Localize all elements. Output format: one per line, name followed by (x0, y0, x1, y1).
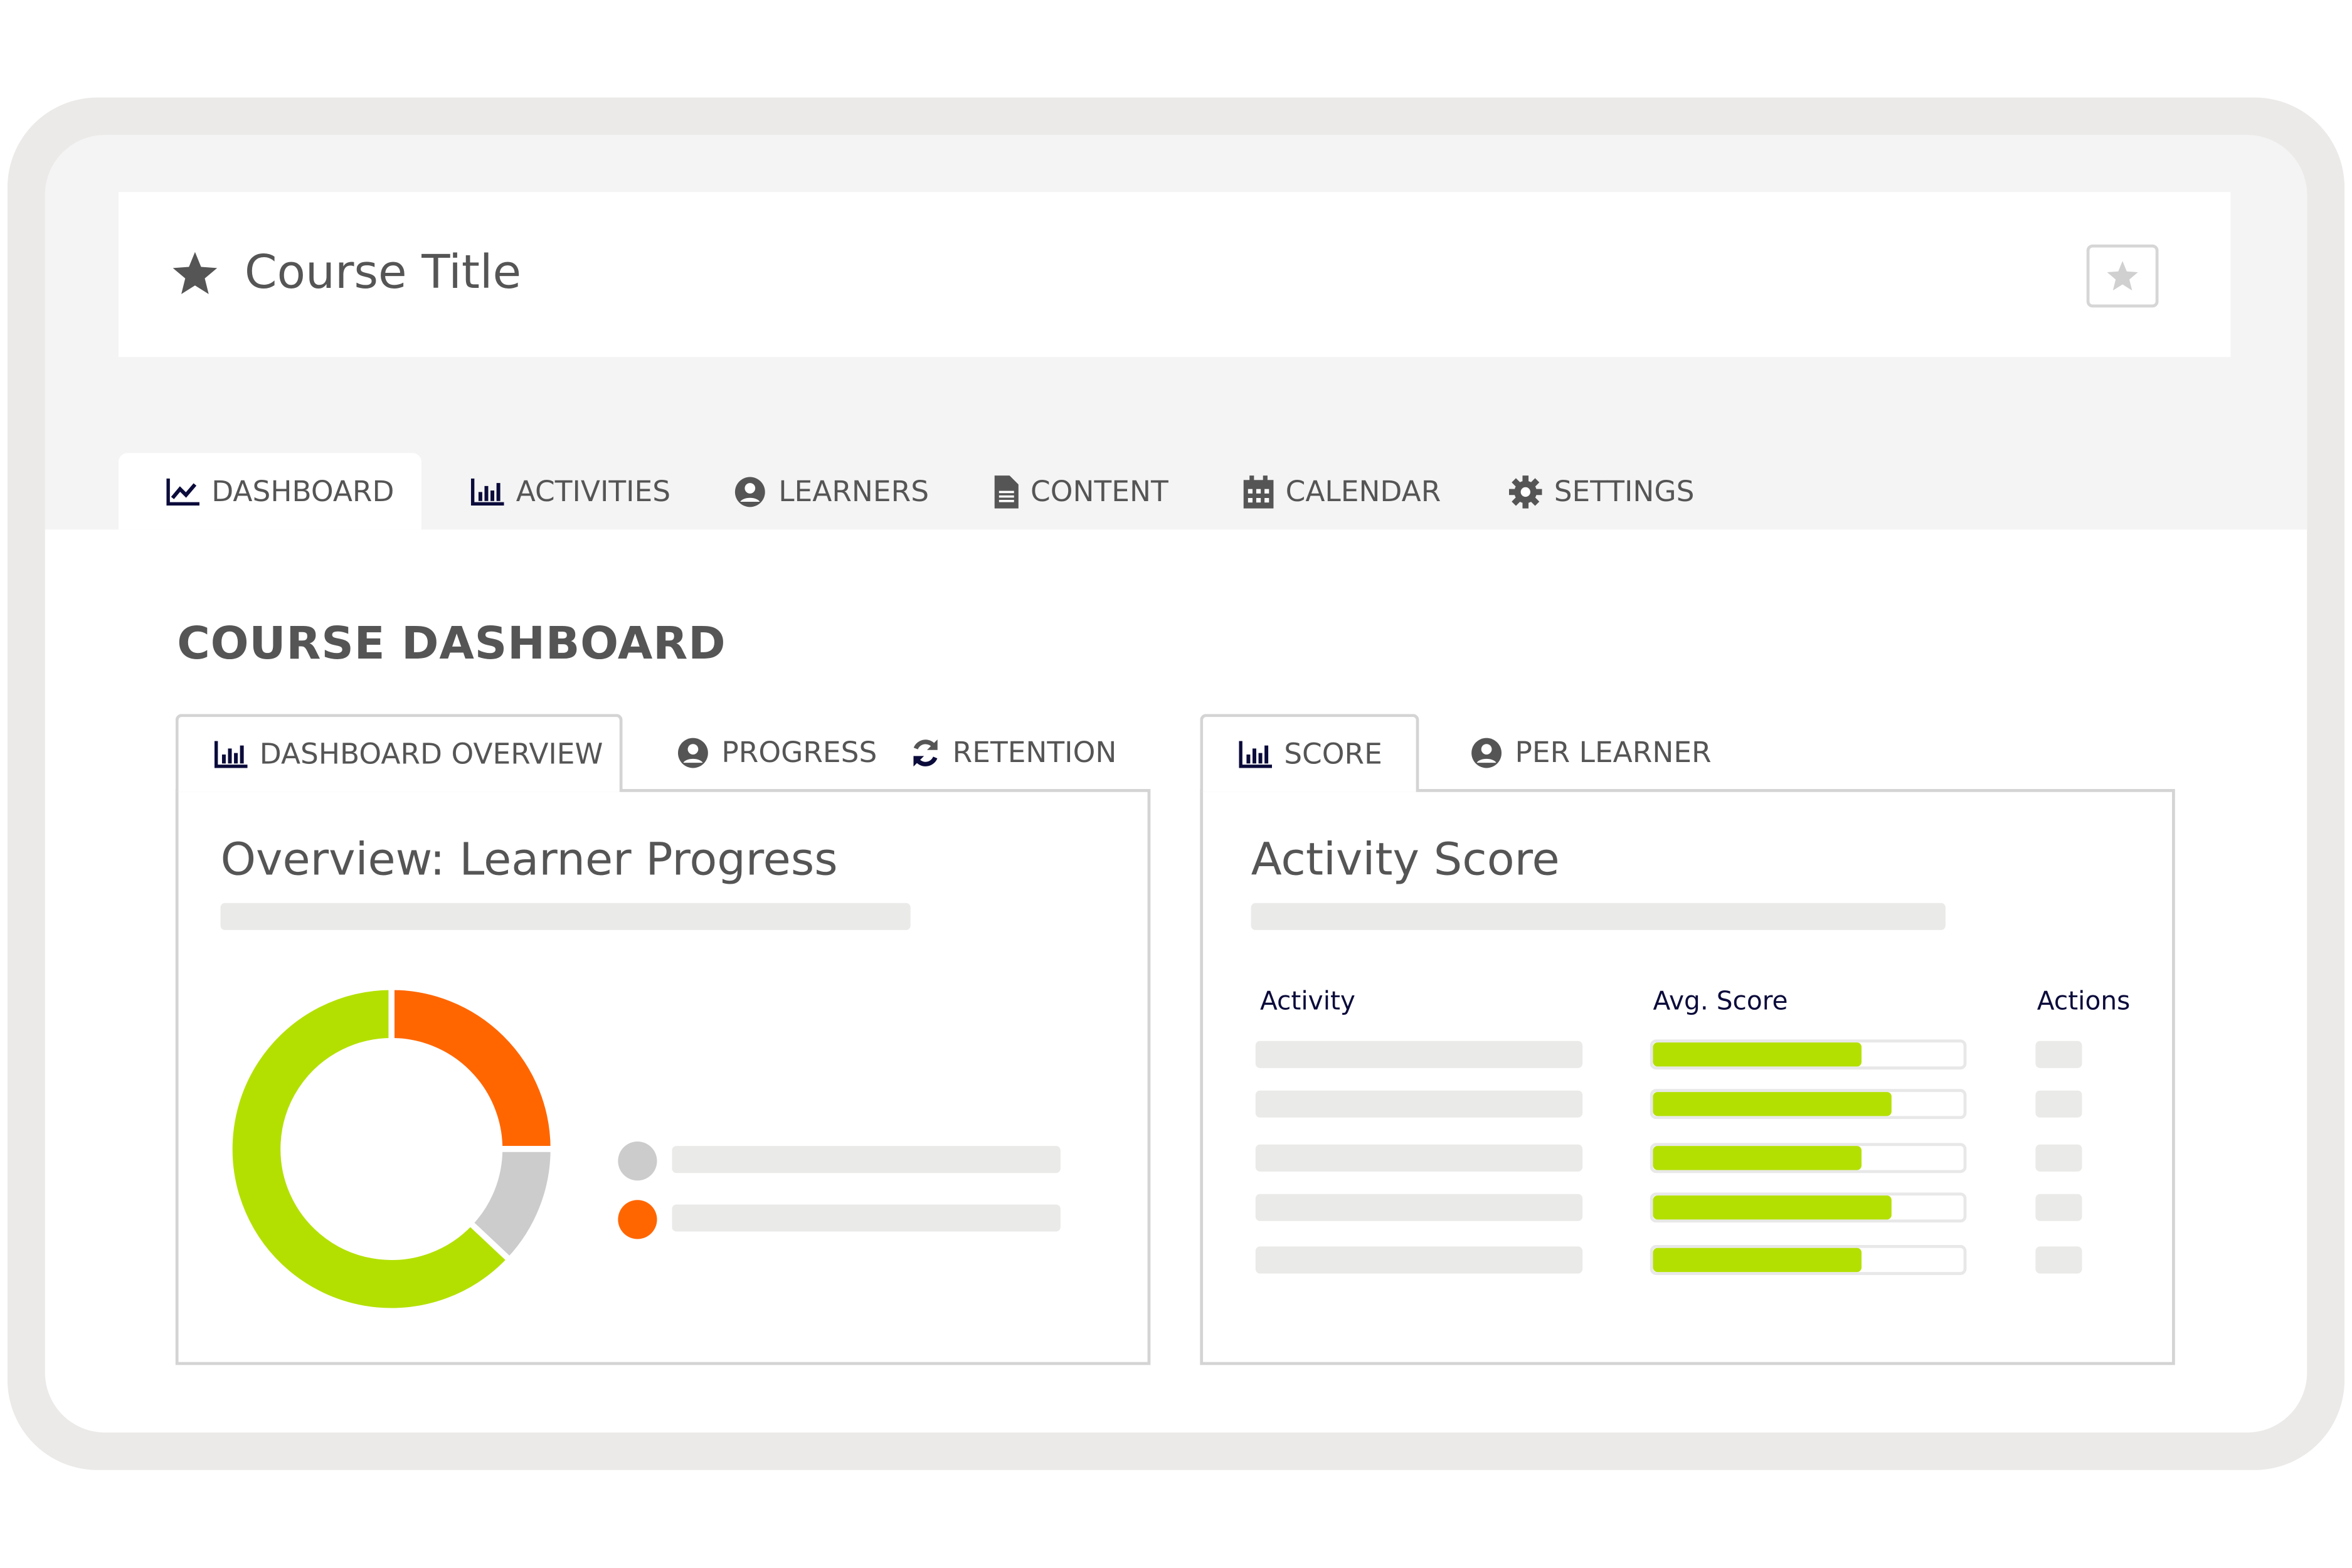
action-button[interactable] (2035, 1144, 2082, 1172)
legend-label-placeholder (672, 1146, 1061, 1173)
tab-score[interactable]: SCORE (1200, 714, 1419, 792)
score-bar-fill (1653, 1248, 1862, 1273)
panel-title: Activity Score (1251, 834, 1560, 887)
bar-chart-icon (470, 477, 504, 505)
tab-per-learner[interactable]: PER LEARNER (1470, 714, 1712, 792)
panel-title: Overview: Learner Progress (220, 834, 838, 887)
activity-name-placeholder (1255, 1194, 1583, 1221)
line-chart-icon (166, 477, 200, 505)
activity-name-placeholder (1255, 1246, 1583, 1274)
tab-activities[interactable]: ACTIVITIES (470, 453, 671, 529)
column-header-activity: Activity (1259, 987, 1355, 1017)
progress-donut-chart (226, 983, 557, 1315)
activity-name-placeholder (1255, 1041, 1583, 1068)
tab-label: CONTENT (1030, 474, 1168, 508)
course-title: Course Title (244, 246, 522, 300)
tab-label: PROGRESS (721, 736, 877, 770)
tab-progress[interactable]: PROGRESS (677, 714, 877, 792)
tab-label: ACTIVITIES (516, 474, 671, 508)
file-icon (994, 474, 1019, 508)
overview-panel: Overview: Learner Progress (175, 788, 1151, 1365)
tab-label: SCORE (1284, 738, 1382, 771)
gear-icon (1508, 474, 1542, 508)
page-heading: COURSE DASHBOARD (177, 618, 726, 671)
star-icon (172, 252, 218, 294)
score-bar (1650, 1143, 1967, 1173)
subtitle-placeholder (220, 903, 911, 930)
action-button[interactable] (2035, 1246, 2082, 1274)
action-button[interactable] (2035, 1194, 2082, 1221)
user-circle-icon (678, 738, 708, 768)
tab-settings[interactable]: SETTINGS (1508, 453, 1695, 529)
subtitle-placeholder (1251, 903, 1946, 930)
action-button[interactable] (2035, 1090, 2082, 1118)
column-header-avg-score: Avg. Score (1653, 987, 1788, 1017)
legend-label-placeholder (672, 1204, 1061, 1232)
activity-score-panel: Activity Score Activity Avg. Score Actio… (1200, 788, 2175, 1365)
user-circle-icon (734, 476, 765, 507)
refresh-icon (913, 739, 938, 767)
star-icon (2107, 260, 2138, 290)
activity-name-placeholder (1255, 1090, 1583, 1118)
tab-label: LEARNERS (778, 474, 930, 508)
tab-label: SETTINGS (1554, 474, 1695, 508)
app-window: Course Title DASHBOARD ACTIVITIES LEARNE… (45, 135, 2307, 1433)
action-button[interactable] (2035, 1041, 2082, 1068)
legend-dot-orange (618, 1200, 657, 1239)
tab-retention[interactable]: RETENTION (911, 714, 1117, 792)
tab-content[interactable]: CONTENT (994, 453, 1168, 529)
tab-dashboard-overview[interactable]: DASHBOARD OVERVIEW (175, 714, 623, 792)
bar-chart-icon (214, 741, 248, 768)
bar-chart-icon (1239, 741, 1273, 768)
favorite-button[interactable] (2086, 244, 2159, 308)
tab-label: DASHBOARD OVERVIEW (259, 738, 603, 771)
tab-label: CALENDAR (1285, 474, 1441, 508)
score-bar (1650, 1089, 1967, 1120)
score-bar (1650, 1039, 1967, 1070)
tab-label: RETENTION (952, 736, 1117, 770)
score-bar (1650, 1245, 1967, 1275)
column-header-actions: Actions (2037, 987, 2131, 1017)
legend-dot-gray (618, 1142, 657, 1181)
tab-label: DASHBOARD (211, 474, 395, 508)
score-bar-fill (1653, 1195, 1892, 1220)
course-header: Course Title (118, 192, 2231, 358)
calendar-icon (1243, 474, 1274, 508)
score-bar-fill (1653, 1042, 1862, 1067)
tab-dashboard[interactable]: DASHBOARD (118, 453, 421, 530)
activity-name-placeholder (1255, 1144, 1583, 1172)
score-bar (1650, 1192, 1967, 1223)
donut-slice (388, 983, 557, 1152)
tab-learners[interactable]: LEARNERS (733, 453, 929, 529)
score-bar-fill (1653, 1092, 1892, 1116)
score-bar-fill (1653, 1146, 1862, 1170)
tab-label: PER LEARNER (1515, 736, 1712, 770)
donut-slice (226, 983, 514, 1315)
tab-calendar[interactable]: CALENDAR (1243, 453, 1441, 529)
user-circle-icon (1471, 738, 1502, 768)
